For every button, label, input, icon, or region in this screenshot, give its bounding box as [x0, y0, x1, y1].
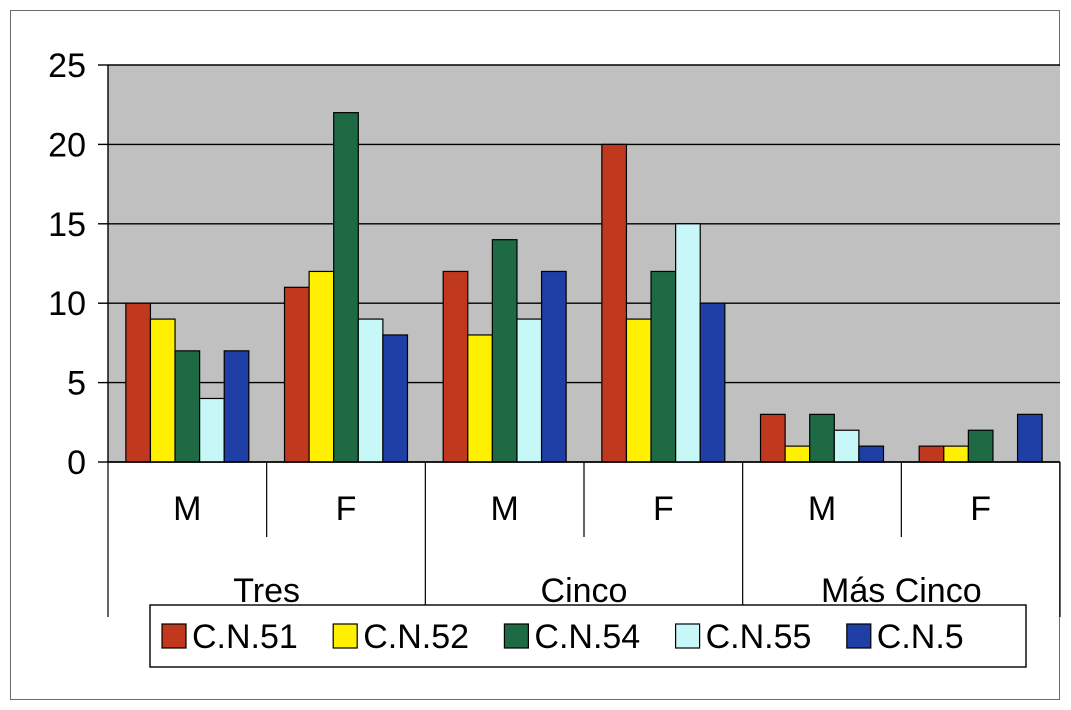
bar-cn52-0 — [149, 318, 176, 463]
bar-cn51-2 — [442, 270, 469, 463]
bar-cn52-5 — [943, 445, 969, 463]
bar-cn5-4 — [858, 445, 885, 463]
legend-label: C.N.55 — [706, 618, 812, 656]
bar-cn51-4 — [759, 413, 786, 463]
y-tick-label: 0 — [67, 444, 86, 482]
bar-cn51-1 — [283, 286, 310, 463]
y-tick-label: 15 — [48, 206, 86, 244]
y-tick-label: 20 — [48, 126, 86, 164]
bar-cn51-0 — [125, 302, 152, 463]
bar-cn55-4 — [833, 429, 860, 463]
y-tick-label: 5 — [67, 365, 86, 403]
bar-cn54-3 — [650, 270, 677, 463]
bar-cn54-0 — [174, 350, 201, 463]
bars — [125, 112, 1043, 463]
bar-cn54-1 — [333, 112, 359, 463]
bar-cn54-4 — [809, 413, 835, 463]
legend-box — [149, 604, 1027, 668]
bar-cn55-3 — [675, 223, 701, 463]
legend-label: C.N.51 — [192, 618, 298, 656]
x-group-label: Tres — [233, 572, 300, 610]
plot-background — [108, 65, 1060, 462]
bar-cn55-2 — [516, 318, 543, 463]
bar-cn54-5 — [967, 429, 994, 463]
y-tick-labels: 0 5 10 15 20 25 — [48, 47, 86, 482]
bar-cn52-1 — [308, 270, 335, 463]
legend-label: C.N.54 — [534, 618, 640, 656]
legend-swatch — [332, 623, 358, 649]
legend-swatch — [674, 623, 701, 649]
bar-cn5-1 — [382, 334, 409, 463]
x-category-label: M — [491, 490, 519, 528]
bar-cn52-3 — [625, 318, 652, 463]
bar-cn51-3 — [601, 143, 628, 463]
legend-swatch — [503, 623, 529, 649]
legend-swatch — [846, 623, 872, 649]
legend: C.N.51 C.N.52 C.N.54 C.N.55 C.N.5 — [149, 604, 1027, 668]
plot-area — [108, 65, 1060, 462]
x-category-labels: M F M F M F Tres Cinco Más Cinco — [173, 490, 991, 610]
y-tick-label: 25 — [48, 47, 86, 85]
x-group-label: Cinco — [541, 572, 628, 610]
bar-cn51-5 — [918, 445, 945, 463]
x-category-label: F — [970, 490, 991, 528]
axes — [98, 64, 1061, 617]
bar-cn54-2 — [491, 239, 518, 463]
x-group-label: Más Cinco — [821, 572, 982, 610]
legend-label: C.N.5 — [877, 618, 964, 656]
x-category-label: M — [808, 490, 836, 528]
bar-cn5-3 — [699, 302, 726, 463]
bar-cn55-1 — [357, 318, 384, 463]
bar-cn5-5 — [1016, 413, 1043, 463]
legend-label: C.N.52 — [363, 618, 469, 656]
legend-swatch — [161, 623, 187, 649]
x-category-label: M — [173, 490, 201, 528]
y-tick-label: 10 — [48, 285, 86, 323]
bar-cn5-0 — [223, 350, 250, 463]
bar-cn55-0 — [199, 397, 225, 463]
x-category-label: F — [336, 490, 357, 528]
bar-cn5-2 — [540, 270, 567, 463]
bar-cn52-4 — [784, 445, 811, 463]
bar-cn52-2 — [467, 334, 493, 463]
x-category-label: F — [653, 490, 674, 528]
